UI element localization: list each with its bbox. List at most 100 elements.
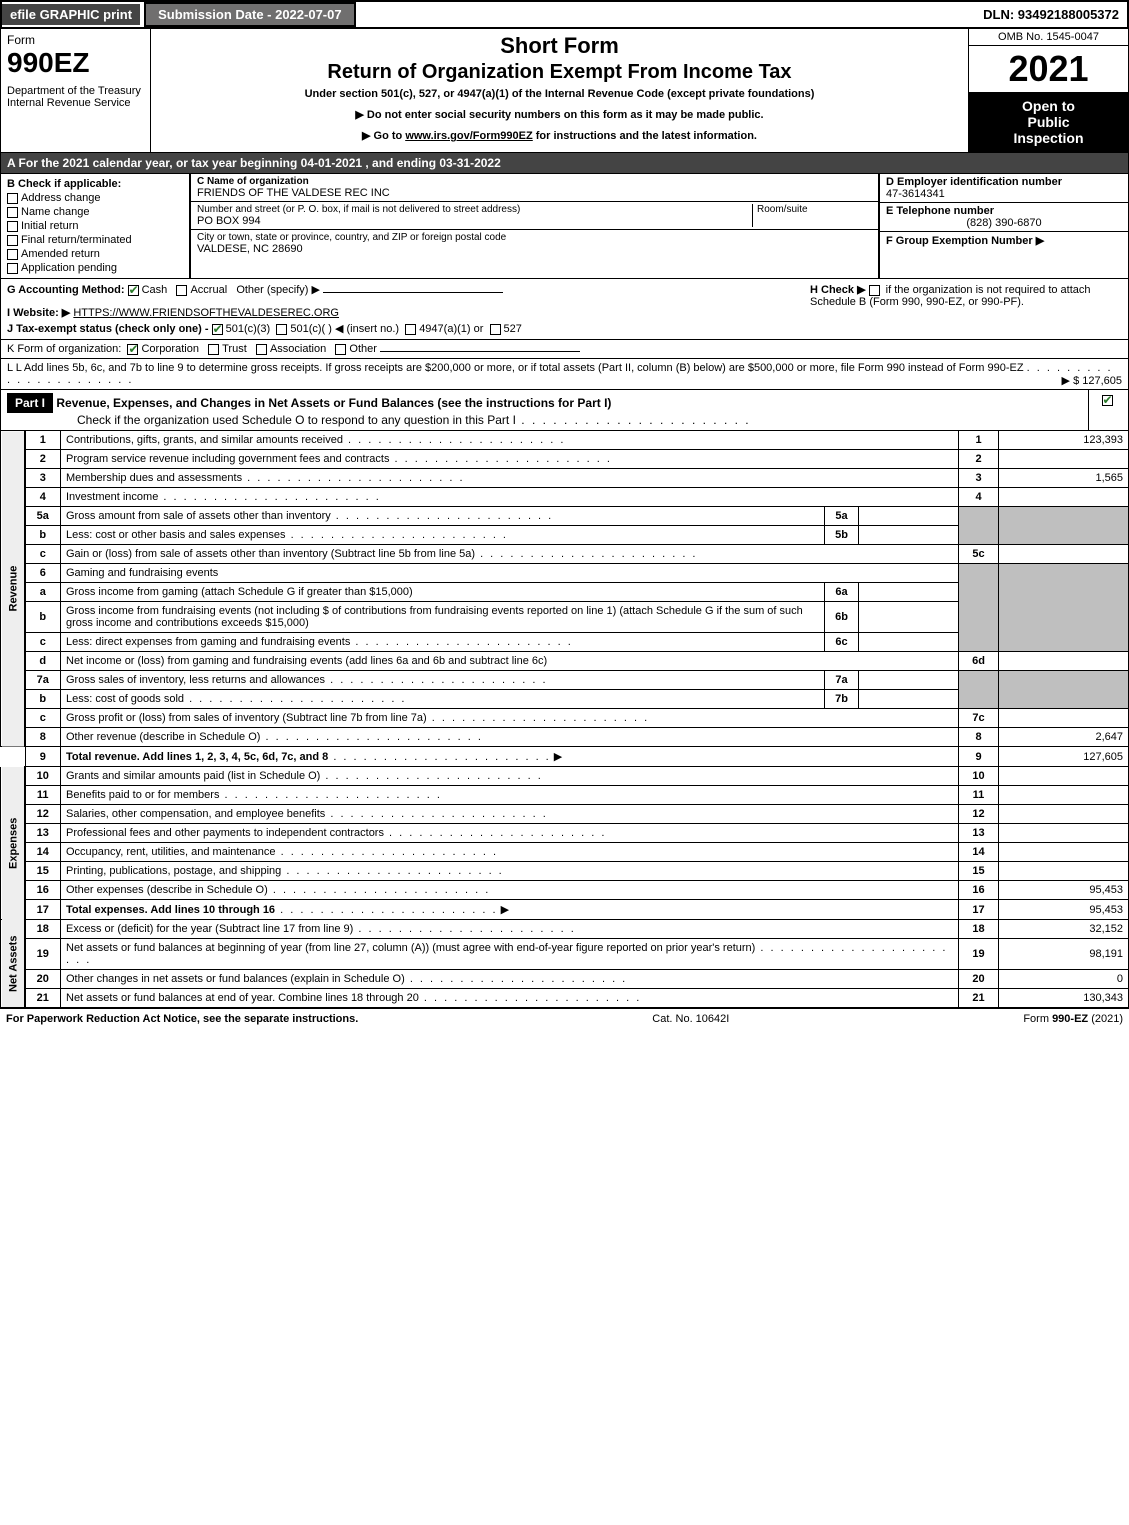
check-association[interactable] (256, 344, 267, 355)
check-corporation[interactable] (127, 344, 138, 355)
line-rnum: 18 (959, 920, 999, 939)
check-501c3[interactable] (212, 324, 223, 335)
telephone-cell: E Telephone number (828) 390-6870 (880, 203, 1128, 232)
line-rnum: 9 (959, 747, 999, 767)
netassets-side-label: Net Assets (1, 920, 25, 1008)
line-rval (999, 767, 1129, 786)
line-num: 16 (25, 881, 61, 900)
header-left: Form 990EZ Department of the Treasury In… (1, 29, 151, 152)
grey-cell (959, 671, 999, 709)
line-desc: Gross amount from sale of assets other t… (66, 510, 331, 522)
check-initial-return[interactable]: Initial return (7, 220, 183, 232)
line-num: 6 (25, 564, 61, 583)
mini-num: 6b (825, 602, 859, 633)
part-i-sub: Check if the organization used Schedule … (77, 413, 516, 427)
line-rval: 130,343 (999, 989, 1129, 1008)
footer-right: Form 990-EZ (2021) (1023, 1013, 1123, 1025)
other-org-line[interactable] (380, 351, 580, 352)
short-form-title: Short Form (161, 33, 958, 59)
line-rval: 95,453 (999, 900, 1129, 920)
row-h: H Check ▶ if the organization is not req… (802, 283, 1122, 335)
check-schedule-o[interactable] (1102, 395, 1113, 406)
telephone-value: (828) 390-6870 (886, 217, 1122, 229)
lines-table: Revenue 1 Contributions, gifts, grants, … (0, 431, 1129, 1008)
check-address-change[interactable]: Address change (7, 192, 183, 204)
warning-line: ▶ Do not enter social security numbers o… (161, 108, 958, 121)
address: PO BOX 994 (197, 215, 752, 227)
line-rnum: 17 (959, 900, 999, 920)
line-num: c (25, 709, 61, 728)
line-desc: Gaming and fundraising events (66, 567, 218, 579)
header-mid: Short Form Return of Organization Exempt… (151, 29, 968, 152)
check-501c[interactable] (276, 324, 287, 335)
line-desc: Net assets or fund balances at end of ye… (66, 992, 419, 1004)
line-rval: 2,647 (999, 728, 1129, 747)
line-num: 15 (25, 862, 61, 881)
line-desc: Salaries, other compensation, and employ… (66, 808, 325, 820)
mini-val (859, 671, 959, 690)
line-num: b (25, 602, 61, 633)
line-num: 17 (25, 900, 61, 920)
check-other-org[interactable] (335, 344, 346, 355)
check-schedule-b[interactable] (869, 285, 880, 296)
line-desc: Less: direct expenses from gaming and fu… (66, 636, 350, 648)
check-name-change[interactable]: Name change (7, 206, 183, 218)
line-rval (999, 652, 1129, 671)
check-trust[interactable] (208, 344, 219, 355)
mini-val (859, 633, 959, 652)
mini-num: 7a (825, 671, 859, 690)
goto-text: ▶ Go to (362, 130, 405, 142)
open-line-3: Inspection (973, 130, 1124, 146)
city-row: City or town, state or province, country… (191, 230, 878, 257)
line-rnum: 16 (959, 881, 999, 900)
grey-cell (959, 564, 999, 652)
line-desc: Total expenses. Add lines 10 through 16 (66, 904, 275, 916)
line-rval: 127,605 (999, 747, 1129, 767)
submission-date: Submission Date - 2022-07-07 (144, 2, 356, 27)
line-desc: Other changes in net assets or fund bala… (66, 973, 405, 985)
line-rnum: 11 (959, 786, 999, 805)
check-pending[interactable]: Application pending (7, 262, 183, 274)
ein-cell: D Employer identification number 47-3614… (880, 174, 1128, 203)
part-i-check-cell (1088, 390, 1128, 430)
check-cash[interactable] (128, 285, 139, 296)
check-527[interactable] (490, 324, 501, 335)
line-num: 5a (25, 507, 61, 526)
part-i-label: Part I (7, 393, 53, 413)
line-rval: 95,453 (999, 881, 1129, 900)
line-rnum: 8 (959, 728, 999, 747)
row-j: J Tax-exempt status (check only one) - 5… (7, 322, 802, 335)
line-num: 12 (25, 805, 61, 824)
line-rval (999, 862, 1129, 881)
check-amended[interactable]: Amended return (7, 248, 183, 260)
line-rnum: 4 (959, 488, 999, 507)
line-rval: 1,565 (999, 469, 1129, 488)
line-desc: Contributions, gifts, grants, and simila… (66, 434, 343, 446)
room-suite: Room/suite (752, 204, 872, 227)
check-final-return[interactable]: Final return/terminated (7, 234, 183, 246)
check-accrual[interactable] (176, 285, 187, 296)
footer-mid: Cat. No. 10642I (358, 1013, 1023, 1025)
line-rval (999, 805, 1129, 824)
line-desc: Other expenses (describe in Schedule O) (66, 884, 268, 896)
line-desc: Grants and similar amounts paid (list in… (66, 770, 320, 782)
mini-val (859, 526, 959, 545)
efile-label[interactable]: efile GRAPHIC print (2, 4, 140, 25)
irs-link[interactable]: www.irs.gov/Form990EZ (405, 130, 532, 142)
row-k: K Form of organization: Corporation Trus… (0, 340, 1129, 359)
mini-num: 6a (825, 583, 859, 602)
check-4947[interactable] (405, 324, 416, 335)
other-specify-line[interactable] (323, 292, 503, 293)
website-value[interactable]: HTTPS://WWW.FRIENDSOFTHEVALDESEREC.ORG (73, 307, 339, 319)
form-number: 990EZ (7, 47, 144, 79)
line-num: 7a (25, 671, 61, 690)
form-header: Form 990EZ Department of the Treasury In… (0, 29, 1129, 153)
org-name: FRIENDS OF THE VALDESE REC INC (197, 187, 872, 199)
j-label: J Tax-exempt status (check only one) - (7, 323, 209, 335)
g-label: G Accounting Method: (7, 284, 125, 296)
line-num: 13 (25, 824, 61, 843)
line-rnum: 6d (959, 652, 999, 671)
rows-ghij: G Accounting Method: Cash Accrual Other … (0, 279, 1129, 340)
line-num: 20 (25, 970, 61, 989)
line-rval (999, 824, 1129, 843)
